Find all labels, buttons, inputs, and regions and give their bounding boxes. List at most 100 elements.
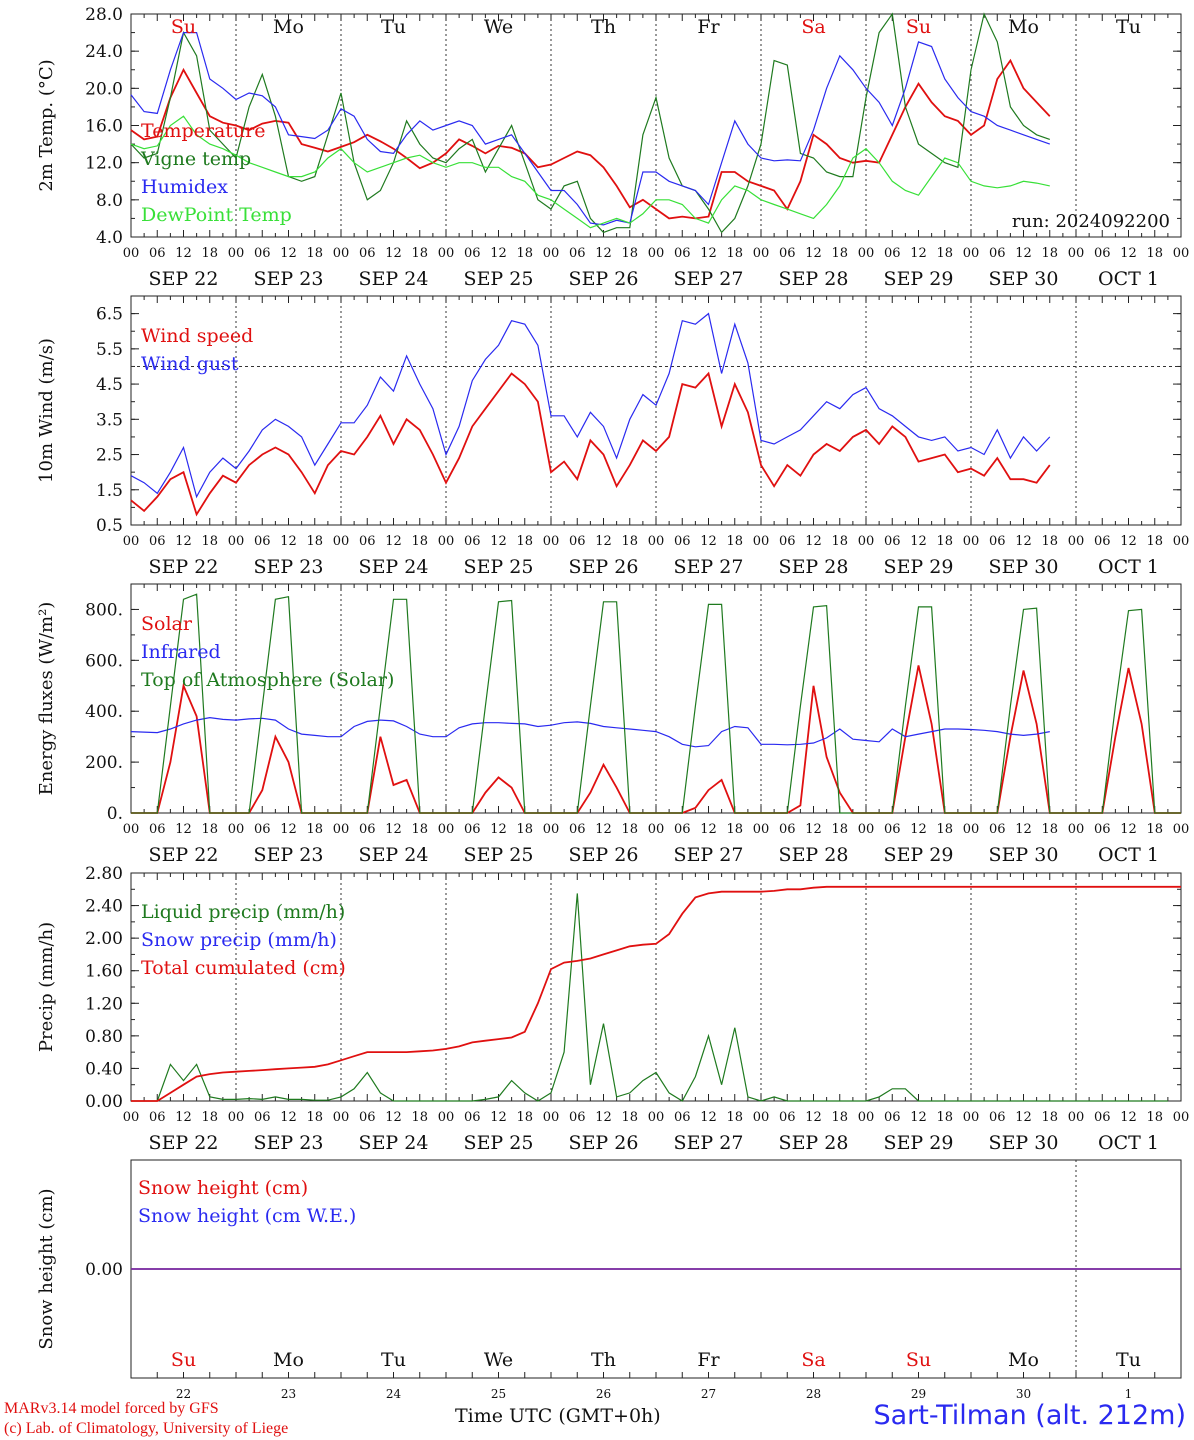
hour-tick-label: 06 bbox=[989, 822, 1006, 837]
day-name-top: We bbox=[484, 16, 513, 38]
legend-entry: Top of Atmosphere (Solar) bbox=[141, 669, 394, 691]
hour-tick-label: 00 bbox=[858, 246, 875, 261]
hour-tick-label: 18 bbox=[516, 822, 533, 837]
hour-tick-label: 12 bbox=[805, 246, 822, 261]
hour-tick-label: 06 bbox=[149, 1110, 166, 1125]
hour-tick-label: 18 bbox=[831, 246, 848, 261]
legend-entry: DewPoint Temp bbox=[141, 204, 292, 226]
hour-tick-label: 06 bbox=[674, 822, 691, 837]
hour-tick-label: 12 bbox=[910, 822, 927, 837]
hour-tick-label: 06 bbox=[569, 534, 586, 549]
legend-entry: Humidex bbox=[141, 176, 228, 198]
y-tick-label: 800. bbox=[85, 600, 123, 620]
hour-tick-label: 06 bbox=[569, 246, 586, 261]
date-label: SEP 27 bbox=[674, 556, 744, 578]
series-line-red bbox=[130, 371, 1051, 517]
hour-tick-label: 00 bbox=[963, 1110, 980, 1125]
hour-tick-label: 00 bbox=[963, 822, 980, 837]
hour-tick-label: 18 bbox=[726, 246, 743, 261]
hour-tick-label: 12 bbox=[490, 246, 507, 261]
panel-frame bbox=[130, 295, 1182, 526]
date-label: SEP 26 bbox=[569, 844, 639, 866]
hour-tick-label: 18 bbox=[621, 1110, 638, 1125]
hour-tick-label: 12 bbox=[700, 534, 717, 549]
time-axis-label: Time UTC (GMT+0h) bbox=[455, 1405, 661, 1427]
hour-tick-label: 12 bbox=[595, 822, 612, 837]
hour-tick-label: 18 bbox=[1041, 246, 1058, 261]
hour-tick-label: 00 bbox=[648, 534, 665, 549]
date-label: SEP 29 bbox=[884, 556, 954, 578]
hour-tick-label: 18 bbox=[1041, 822, 1058, 837]
hour-tick-label: 18 bbox=[306, 246, 323, 261]
date-label: SEP 26 bbox=[569, 556, 639, 578]
y-tick-label: 0.5 bbox=[96, 516, 123, 536]
date-label: SEP 22 bbox=[149, 1132, 219, 1154]
date-label: SEP 22 bbox=[149, 844, 219, 866]
date-label: SEP 30 bbox=[989, 556, 1059, 578]
hour-tick-label: 18 bbox=[936, 822, 953, 837]
day-number: 29 bbox=[911, 1387, 926, 1401]
y-tick-label: 2.80 bbox=[85, 864, 123, 884]
date-label: SEP 24 bbox=[359, 1132, 429, 1154]
day-number: 28 bbox=[806, 1387, 821, 1401]
hour-tick-label: 06 bbox=[464, 534, 481, 549]
hour-tick-label: 12 bbox=[910, 1110, 927, 1125]
hour-tick-label: 06 bbox=[1094, 534, 1111, 549]
hour-tick-label: 06 bbox=[989, 246, 1006, 261]
y-tick-label: 200. bbox=[85, 753, 123, 773]
date-label: SEP 23 bbox=[254, 556, 324, 578]
hour-tick-label: 06 bbox=[254, 246, 271, 261]
date-label: SEP 25 bbox=[464, 556, 534, 578]
day-number: 1 bbox=[1125, 1387, 1133, 1401]
date-label: SEP 25 bbox=[464, 268, 534, 290]
hour-tick-label: 00 bbox=[1173, 1110, 1190, 1125]
date-label: SEP 26 bbox=[569, 1132, 639, 1154]
hour-tick-label: 00 bbox=[963, 246, 980, 261]
y-tick-label: 600. bbox=[85, 651, 123, 671]
hour-tick-label: 12 bbox=[1015, 1110, 1032, 1125]
hour-tick-label: 00 bbox=[753, 1110, 770, 1125]
legend-entry: Vigne temp bbox=[140, 148, 251, 170]
hour-tick-label: 00 bbox=[1173, 534, 1190, 549]
date-label: SEP 25 bbox=[464, 844, 534, 866]
y-axis-label: Precip (mm/h) bbox=[36, 922, 57, 1052]
date-label: SEP 25 bbox=[464, 1132, 534, 1154]
date-label: SEP 27 bbox=[674, 844, 744, 866]
series-line-blue bbox=[130, 716, 1050, 748]
hour-tick-label: 12 bbox=[490, 822, 507, 837]
day-name-top: Su bbox=[906, 16, 931, 38]
hour-tick-label: 18 bbox=[201, 822, 218, 837]
hour-tick-label: 06 bbox=[779, 534, 796, 549]
hour-tick-label: 12 bbox=[385, 534, 402, 549]
hour-tick-label: 00 bbox=[648, 1110, 665, 1125]
hour-tick-label: 18 bbox=[411, 534, 428, 549]
hour-tick-label: 06 bbox=[989, 1110, 1006, 1125]
hour-tick-label: 00 bbox=[123, 246, 140, 261]
day-name-bottom: Tu bbox=[1116, 1349, 1141, 1371]
date-label: OCT 1 bbox=[1098, 844, 1159, 866]
hour-tick-label: 00 bbox=[438, 534, 455, 549]
day-name-bottom: Su bbox=[171, 1349, 196, 1371]
hour-tick-label: 12 bbox=[490, 534, 507, 549]
hour-tick-label: 12 bbox=[280, 822, 297, 837]
legend-entry: Wind gust bbox=[141, 353, 239, 375]
date-label: SEP 23 bbox=[254, 1132, 324, 1154]
y-tick-label: 3.5 bbox=[96, 410, 123, 430]
hour-tick-label: 06 bbox=[884, 822, 901, 837]
hour-tick-label: 00 bbox=[543, 246, 560, 261]
hour-tick-label: 06 bbox=[1094, 246, 1111, 261]
hour-tick-label: 00 bbox=[333, 534, 350, 549]
y-tick-label: 6.5 bbox=[96, 305, 123, 325]
hour-tick-label: 00 bbox=[333, 822, 350, 837]
hour-tick-label: 06 bbox=[884, 534, 901, 549]
legend-entry: Snow precip (mm/h) bbox=[141, 929, 337, 951]
y-axis-label: 2m Temp. (°C) bbox=[36, 59, 57, 191]
date-label: SEP 24 bbox=[359, 268, 429, 290]
hour-tick-label: 18 bbox=[1041, 1110, 1058, 1125]
hour-tick-label: 12 bbox=[490, 1110, 507, 1125]
hour-tick-label: 06 bbox=[884, 1110, 901, 1125]
hour-tick-label: 12 bbox=[175, 822, 192, 837]
hour-tick-label: 12 bbox=[805, 534, 822, 549]
hour-tick-label: 00 bbox=[123, 822, 140, 837]
run-annotation: run: 2024092200 bbox=[1012, 211, 1170, 232]
